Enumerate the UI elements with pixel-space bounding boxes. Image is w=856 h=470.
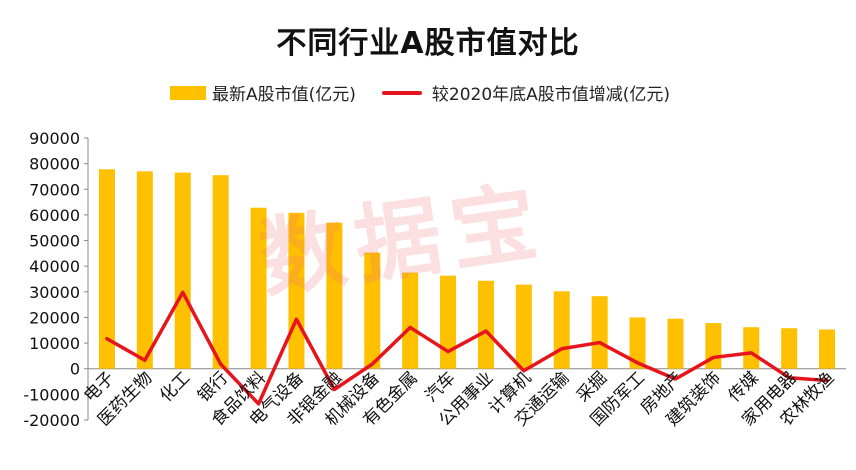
bar — [667, 318, 684, 369]
y-tick-label: 70000 — [29, 180, 80, 199]
line-point — [106, 338, 108, 340]
line-point — [220, 363, 222, 365]
y-tick-label: 90000 — [29, 129, 80, 148]
bar — [364, 252, 381, 369]
bar — [288, 212, 305, 369]
x-tick-label: 化工 — [156, 368, 194, 406]
line-point — [826, 380, 828, 382]
line-point — [599, 342, 601, 344]
bar — [402, 272, 419, 369]
legend-item-line: 较2020年底A股市值增减(亿元) — [381, 80, 671, 105]
line-point — [712, 356, 714, 358]
y-tick-label: 30000 — [29, 283, 80, 302]
line-point — [409, 326, 411, 328]
legend-swatch-bar — [170, 85, 206, 100]
line-point — [485, 330, 487, 332]
chart-legend: 最新A股市值(亿元) 较2020年底A股市值增减(亿元) — [170, 80, 696, 105]
y-tick-label: 20000 — [29, 308, 80, 327]
bar — [515, 284, 532, 369]
y-tick-label: 50000 — [29, 232, 80, 251]
bar — [326, 222, 343, 369]
bar — [212, 175, 229, 369]
bar — [591, 296, 608, 369]
bar — [743, 327, 760, 369]
line-point — [295, 318, 297, 320]
legend-label-line: 较2020年底A股市值增减(亿元) — [431, 85, 671, 105]
y-tick-label: 60000 — [29, 206, 80, 225]
line-point — [447, 351, 449, 353]
bar — [553, 291, 570, 369]
line-point — [258, 403, 260, 405]
line-layer — [105, 290, 829, 406]
bar-layer — [98, 169, 836, 369]
y-tick-label: 0 — [70, 360, 80, 379]
y-tick-label: 40000 — [29, 257, 80, 276]
line-point — [333, 388, 335, 390]
line-point — [637, 362, 639, 364]
bar — [440, 275, 457, 369]
y-tick-label: -20000 — [23, 411, 80, 430]
chart-title: 不同行业A股市值对比 — [276, 26, 580, 61]
line-point — [561, 348, 563, 350]
y-tick-label: 80000 — [29, 155, 80, 174]
bar — [629, 317, 646, 369]
line-point — [182, 291, 184, 293]
line-point — [144, 359, 146, 361]
line-point — [523, 370, 525, 372]
series-line — [105, 290, 829, 406]
legend-swatch-line — [381, 90, 422, 95]
bar — [781, 328, 798, 369]
legend-item-bar: 最新A股市值(亿元) — [170, 80, 356, 105]
line-point — [750, 352, 752, 354]
bar — [98, 169, 115, 369]
line-point — [788, 377, 790, 379]
bar — [174, 172, 191, 369]
bar — [477, 280, 494, 369]
y-tick-label: 10000 — [29, 334, 80, 353]
line-point — [674, 378, 676, 380]
bar — [819, 329, 836, 369]
bar — [250, 207, 267, 369]
y-tick-label: -10000 — [23, 385, 80, 404]
line-point — [371, 363, 373, 365]
legend-label-bar: 最新A股市值(亿元) — [212, 85, 356, 105]
bar — [136, 171, 153, 369]
